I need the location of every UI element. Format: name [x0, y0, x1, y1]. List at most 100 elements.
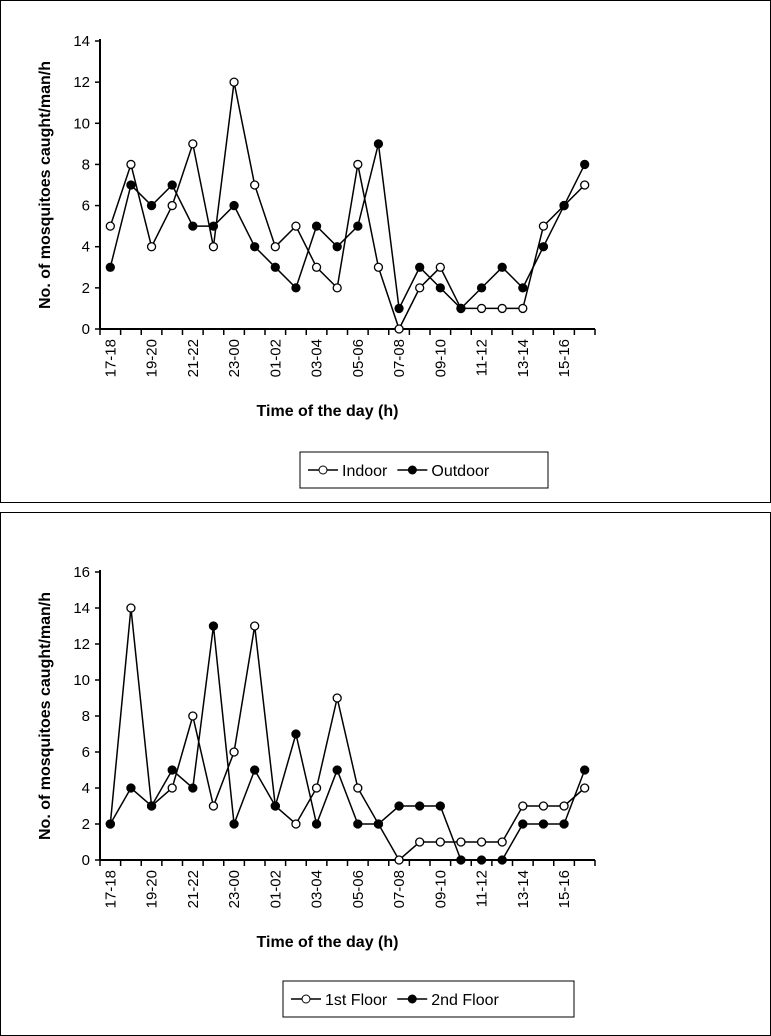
data-point — [456, 855, 466, 865]
chart-frame — [0, 0, 771, 503]
x-tick-label: 15-16 — [556, 339, 573, 377]
data-point — [332, 242, 342, 252]
data-point — [518, 283, 528, 293]
data-point — [394, 303, 404, 314]
legend-label: 1st Floor — [325, 992, 388, 1009]
x-axis-title: Time of the day (h) — [257, 934, 399, 951]
chart-frame — [0, 512, 771, 1036]
x-tick-label: 09-10 — [432, 870, 449, 908]
x-tick-label: 15-16 — [556, 870, 573, 908]
x-tick-label: 01-02 — [267, 339, 284, 377]
data-point — [311, 819, 322, 829]
data-point — [188, 783, 198, 793]
y-tick-label: 2 — [82, 280, 90, 297]
data-point — [580, 159, 590, 170]
data-point — [476, 837, 487, 847]
y-tick-label: 16 — [73, 564, 90, 581]
data-point — [435, 801, 445, 811]
y-tick-label: 14 — [73, 600, 90, 617]
data-point — [291, 729, 301, 739]
x-tick-label: 21-22 — [185, 870, 202, 908]
data-point — [126, 180, 136, 190]
data-point — [497, 855, 507, 865]
data-point — [229, 819, 239, 829]
legend-marker — [407, 465, 417, 475]
data-point — [415, 262, 425, 272]
legend-marker — [318, 465, 328, 475]
data-point — [229, 200, 239, 211]
y-tick-label: 8 — [82, 156, 90, 173]
data-point — [270, 242, 280, 252]
data-point — [208, 801, 219, 811]
data-point — [415, 283, 425, 293]
y-tick-label: 0 — [82, 852, 90, 869]
data-point — [456, 837, 466, 847]
data-point — [394, 801, 404, 811]
x-tick-label: 13-14 — [515, 870, 532, 908]
x-tick-label: 01-02 — [267, 870, 284, 908]
data-point — [126, 159, 136, 170]
data-point — [311, 262, 322, 272]
legend: Indoor Outdoor — [299, 451, 549, 489]
data-point — [332, 693, 342, 703]
data-point — [208, 621, 219, 631]
x-tick-label: 05-06 — [350, 870, 367, 908]
data-point — [270, 801, 280, 811]
data-point — [167, 765, 177, 775]
data-point — [208, 242, 219, 252]
data-point — [208, 221, 219, 231]
legend-label: Outdoor — [431, 463, 489, 480]
y-tick-label: 12 — [73, 636, 90, 653]
data-point — [250, 621, 260, 631]
data-point — [188, 221, 198, 231]
data-point — [580, 765, 590, 775]
y-tick-label: 10 — [73, 115, 90, 132]
y-tick-label: 12 — [73, 74, 90, 91]
data-point — [250, 180, 260, 190]
x-tick-label: 03-04 — [309, 870, 326, 908]
x-tick-label: 07-08 — [391, 870, 408, 908]
y-axis-title: No. of mosquitoes caught/man/h — [37, 592, 54, 840]
data-point — [497, 262, 507, 272]
data-point — [580, 180, 590, 190]
data-point — [394, 855, 404, 865]
chart-1: 0 2 4 6 8 10 12 14 17-18 19-20 21-22 23-00 01-02 03-0… — [0, 0, 771, 503]
legend-label: 2nd Floor — [431, 992, 499, 1009]
data-point — [435, 283, 445, 293]
data-point — [476, 855, 487, 865]
legend: 1st Floor 2nd Floor — [282, 980, 575, 1018]
data-point — [146, 801, 157, 811]
x-tick-label: 19-20 — [144, 339, 161, 377]
data-point — [373, 262, 384, 272]
data-point — [332, 283, 342, 293]
data-point — [373, 139, 384, 149]
x-tick-label: 05-06 — [350, 339, 367, 377]
x-tick-label: 23-00 — [226, 339, 243, 377]
data-point — [291, 283, 301, 293]
data-point — [415, 837, 425, 847]
x-tick-label: 09-10 — [432, 339, 449, 377]
data-point — [105, 221, 115, 231]
data-point — [188, 711, 198, 721]
data-point — [518, 801, 528, 811]
data-point — [167, 783, 177, 793]
x-tick-label: 07-08 — [391, 339, 408, 377]
data-point — [559, 801, 569, 811]
y-axis-title: No. of mosquitoes caught/man/h — [37, 61, 54, 309]
legend-label: Indoor — [342, 463, 388, 480]
data-point — [311, 221, 322, 231]
x-tick-label: 11-12 — [474, 870, 491, 907]
data-point — [188, 139, 198, 149]
data-point — [538, 242, 549, 252]
legend-marker — [301, 994, 311, 1004]
data-point — [456, 303, 466, 314]
data-point — [435, 837, 445, 847]
x-tick-label: 21-22 — [185, 339, 202, 377]
data-point — [167, 180, 177, 190]
data-point — [146, 242, 157, 252]
data-point — [126, 783, 136, 793]
x-tick-label: 13-14 — [515, 339, 532, 377]
data-point — [538, 801, 549, 811]
chart-2: 0 2 4 6 8 10 12 14 16 17-18 19-20 21-22 23-00 01-02 03… — [0, 512, 771, 1036]
data-point — [291, 221, 301, 231]
